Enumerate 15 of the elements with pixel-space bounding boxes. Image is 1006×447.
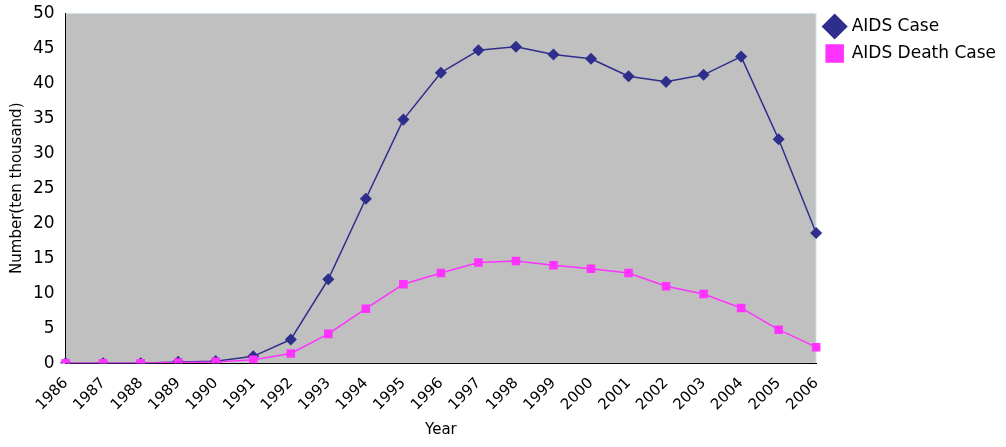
y-tick-label: 0 (43, 351, 55, 372)
x-axis-title: Year (424, 419, 458, 438)
y-tick-label: 40 (32, 71, 55, 92)
y-tick-label: 50 (32, 1, 55, 22)
y-axis-title: Number(ten thousand) (6, 102, 25, 274)
y-tick-label: 25 (32, 176, 55, 197)
y-tick-label: 5 (43, 316, 55, 337)
legend-label: AIDS Death Case (851, 41, 996, 62)
y-tick-label: 10 (32, 281, 55, 302)
y-tick-label: 30 (32, 141, 55, 162)
y-tick-label: 20 (32, 211, 55, 232)
y-tick-label: 15 (32, 246, 55, 267)
y-tick-label: 45 (32, 36, 55, 57)
legend-label: AIDS Case (851, 14, 940, 35)
y-tick-label: 35 (32, 106, 55, 127)
